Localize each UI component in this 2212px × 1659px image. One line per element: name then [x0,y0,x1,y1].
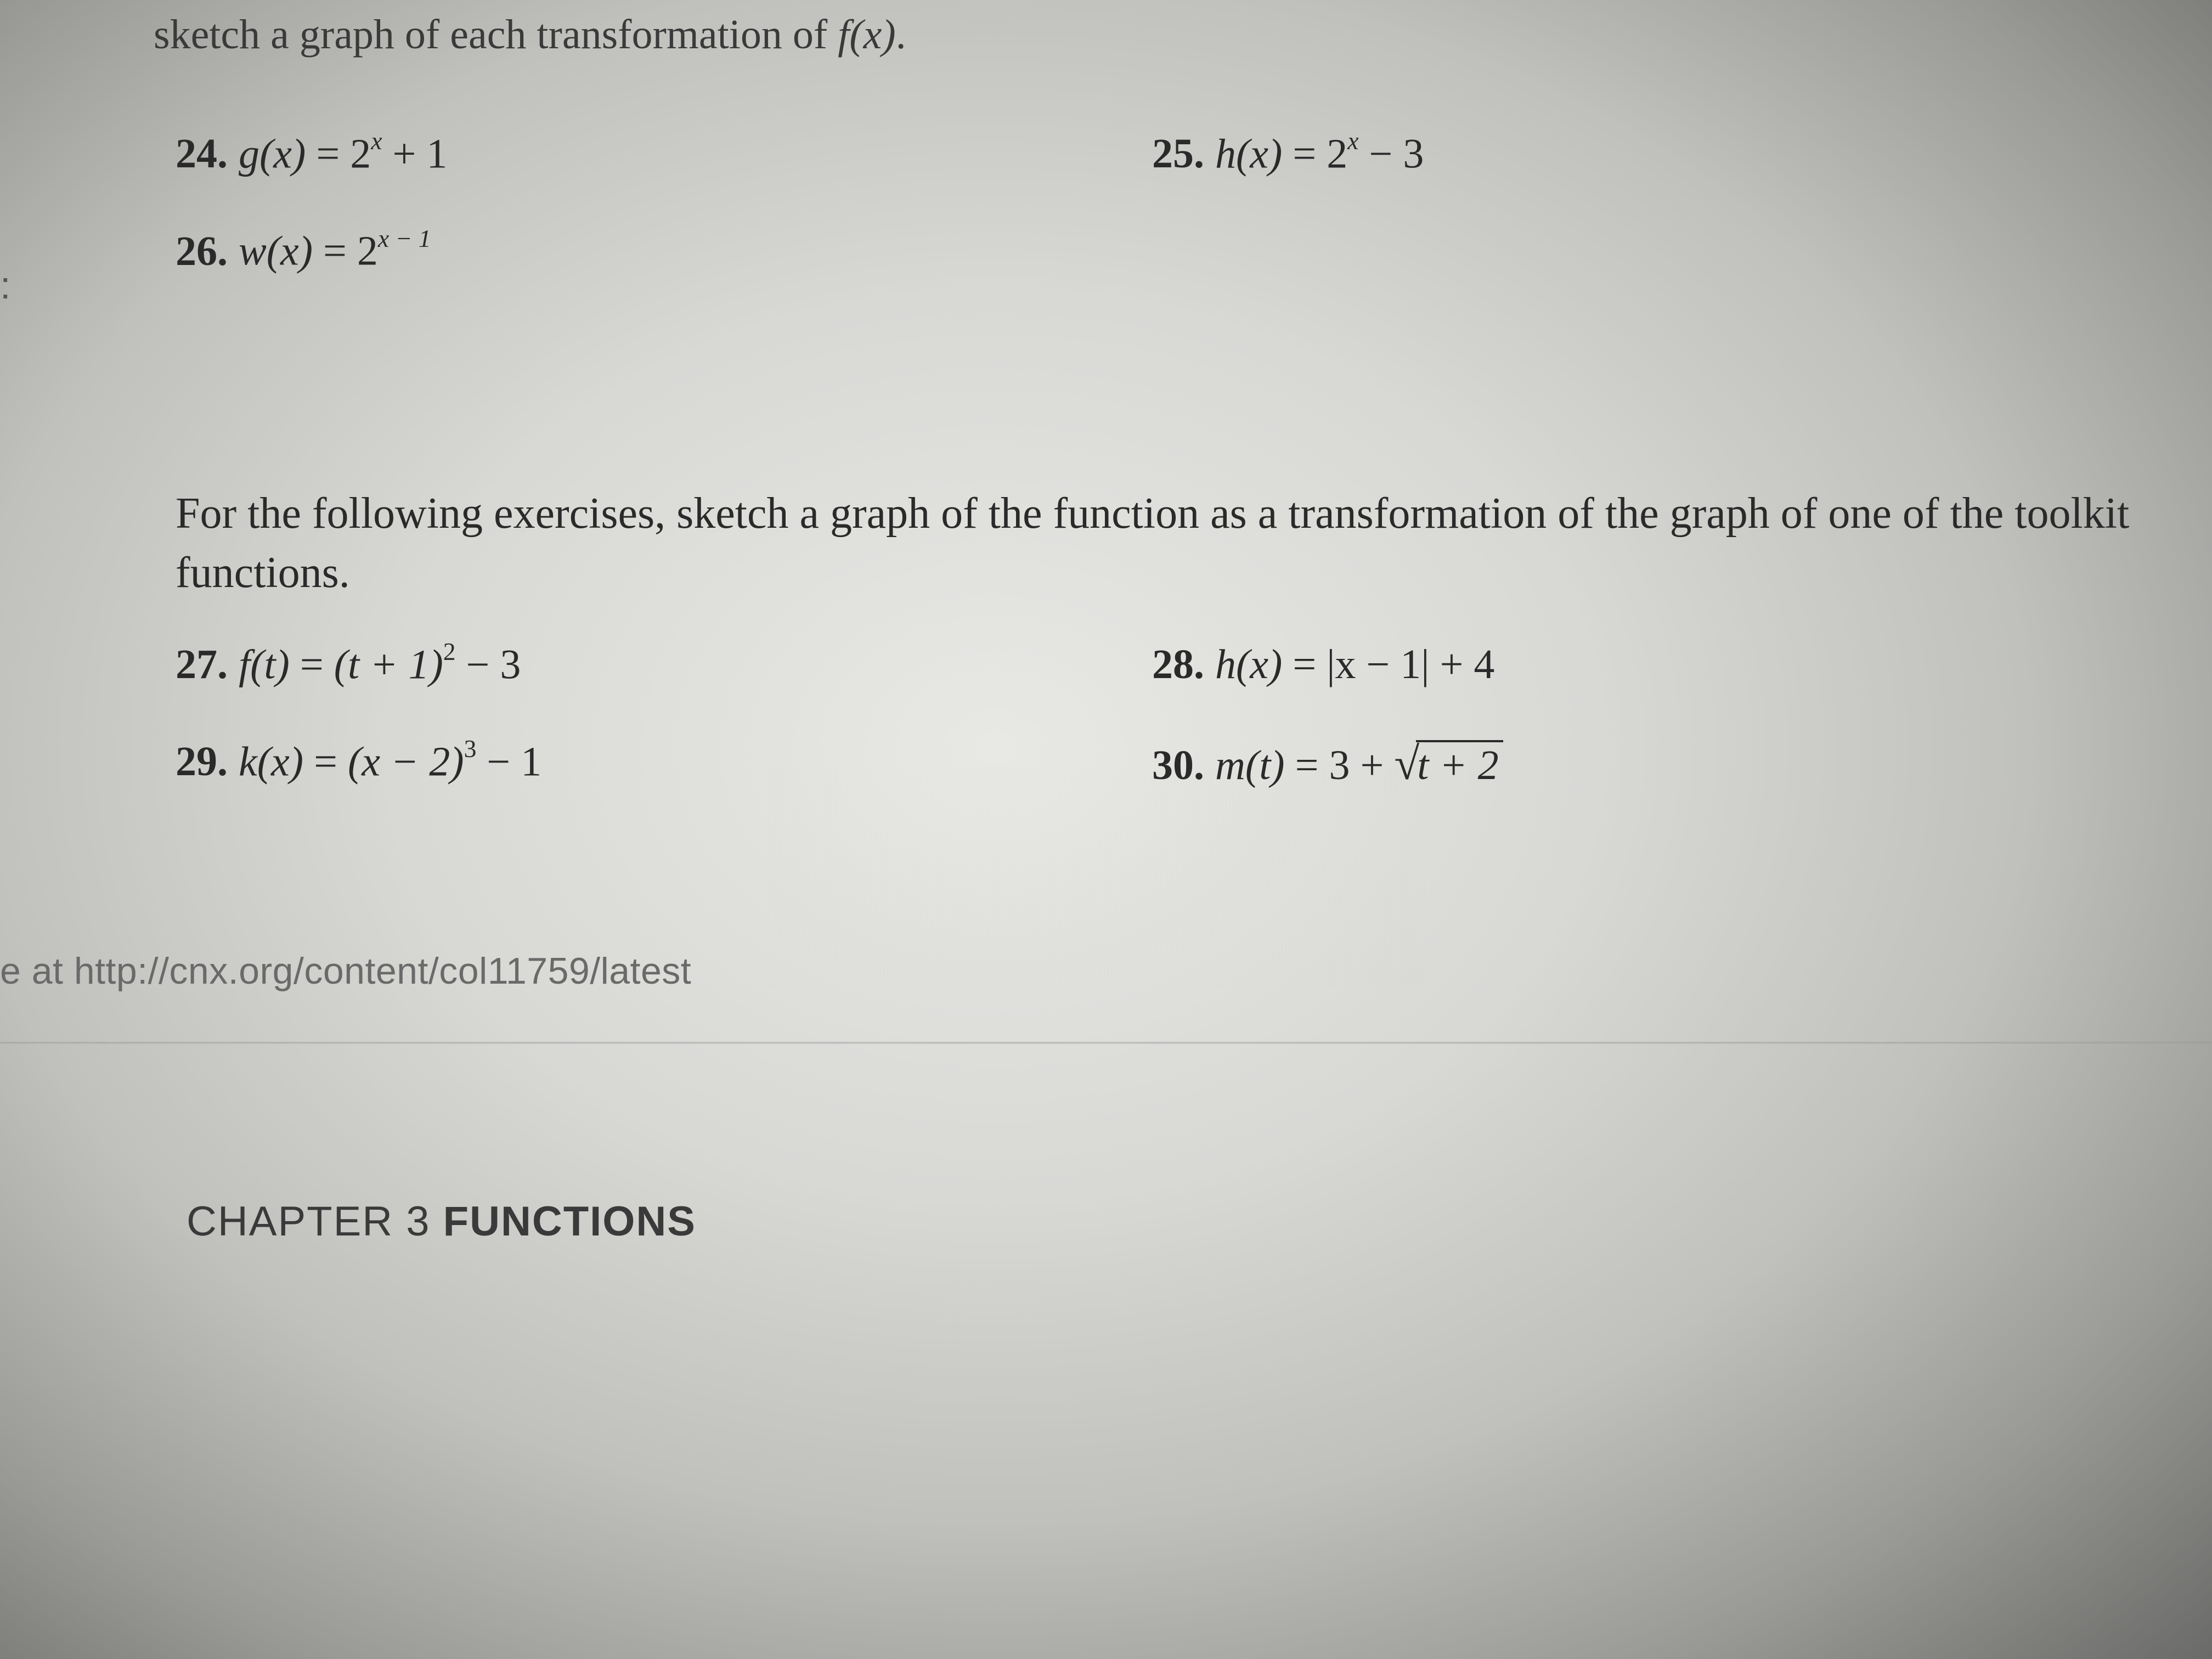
exercise-number: 26. [176,228,228,275]
exercise-row-26: 26. w(x) = 2x − 1 [176,227,2212,275]
eq: = [1285,742,1329,788]
lhs: h(x) [1215,131,1282,177]
exercise-number: 30. [1152,742,1204,789]
exercise-29: 29. k(x) = (x − 2)3 − 1 [176,738,1152,791]
exercise-equation: w(x) = 2x − 1 [239,227,431,275]
exercise-24: 24. g(x) = 2x + 1 [176,130,1152,178]
instruction-text: sketch a graph of each transformation of [154,12,838,58]
exercise-number: 25. [1152,130,1204,178]
eq: = [313,228,357,274]
exercise-row-27-28: 27. f(t) = (t + 1)2 − 3 28. h(x) = |x − … [176,641,2212,689]
exercise-25: 25. h(x) = 2x − 3 [1152,130,1424,178]
instruction-period: . [896,12,906,58]
exponent: x − 1 [378,224,431,252]
exercise-equation: k(x) = (x − 2)3 − 1 [239,738,541,786]
top-instruction: sketch a graph of each transformation of… [154,11,2212,59]
exercise-number: 27. [176,641,228,689]
page-content: sketch a graph of each transformation of… [0,0,2212,1246]
eq: = [303,738,348,785]
lhs: g(x) [239,131,306,177]
exercise-equation: m(t) = 3 + √t + 2 [1215,738,1503,791]
part1: (t + 1) [334,641,443,687]
chapter-label: CHAPTER 3 [187,1198,443,1245]
lhs: h(x) [1215,641,1282,687]
horizontal-divider [0,1042,2212,1044]
lhs: w(x) [239,228,313,274]
exponent: x [371,127,382,155]
exercise-row-24-25: 24. g(x) = 2x + 1 25. h(x) = 2x − 3 [176,130,2212,178]
tail: − 3 [456,641,521,687]
exercise-equation: f(t) = (t + 1)2 − 3 [239,641,521,689]
base: 2 [357,228,378,274]
lhs: k(x) [239,738,303,785]
part1: (x − 2) [348,738,464,785]
base: 2 [350,131,371,177]
footer-url: http://cnx.org/content/col11759/latest [74,950,691,992]
exercise-27: 27. f(t) = (t + 1)2 − 3 [176,641,1152,689]
pre: 3 + [1329,742,1395,788]
chapter-heading: CHAPTER 3 FUNCTIONS [187,1198,2212,1246]
exercise-30: 30. m(t) = 3 + √t + 2 [1152,738,1503,791]
sqrt-expression: √t + 2 [1394,738,1503,791]
eq: = [1282,641,1327,687]
section-instruction: For the following exercises, sketch a gr… [176,484,2146,602]
tail: + 1 [382,131,447,177]
footer-prefix: e at [0,950,74,992]
exponent: x [1347,127,1358,155]
exercise-equation: h(x) = 2x − 3 [1215,130,1424,178]
left-edge-fragment: : [0,263,10,307]
eq: = [1282,131,1327,177]
lhs: f(t) [239,641,290,687]
exercise-number: 24. [176,130,228,178]
exercise-row-29-30: 29. k(x) = (x − 2)3 − 1 30. m(t) = 3 + √… [176,738,2212,791]
sqrt-content: t + 2 [1416,740,1503,788]
chapter-name: FUNCTIONS [443,1198,696,1245]
fx-symbol: f(x) [838,12,895,58]
exercise-number: 28. [1152,641,1204,689]
tail: − 3 [1358,131,1424,177]
rhs: |x − 1| + 4 [1327,641,1494,687]
base: 2 [1327,131,1347,177]
exercise-equation: h(x) = |x − 1| + 4 [1215,641,1494,689]
exponent: 3 [464,735,477,763]
eq: = [306,131,350,177]
eq: = [290,641,334,687]
tail: − 1 [476,738,541,785]
exercise-equation: g(x) = 2x + 1 [239,130,447,178]
footer-attribution: e at http://cnx.org/content/col11759/lat… [0,950,2212,992]
exercise-28: 28. h(x) = |x − 1| + 4 [1152,641,1494,689]
exercise-26: 26. w(x) = 2x − 1 [176,227,431,275]
lhs: m(t) [1215,742,1285,788]
exponent: 2 [443,637,456,665]
exercise-number: 29. [176,738,228,786]
